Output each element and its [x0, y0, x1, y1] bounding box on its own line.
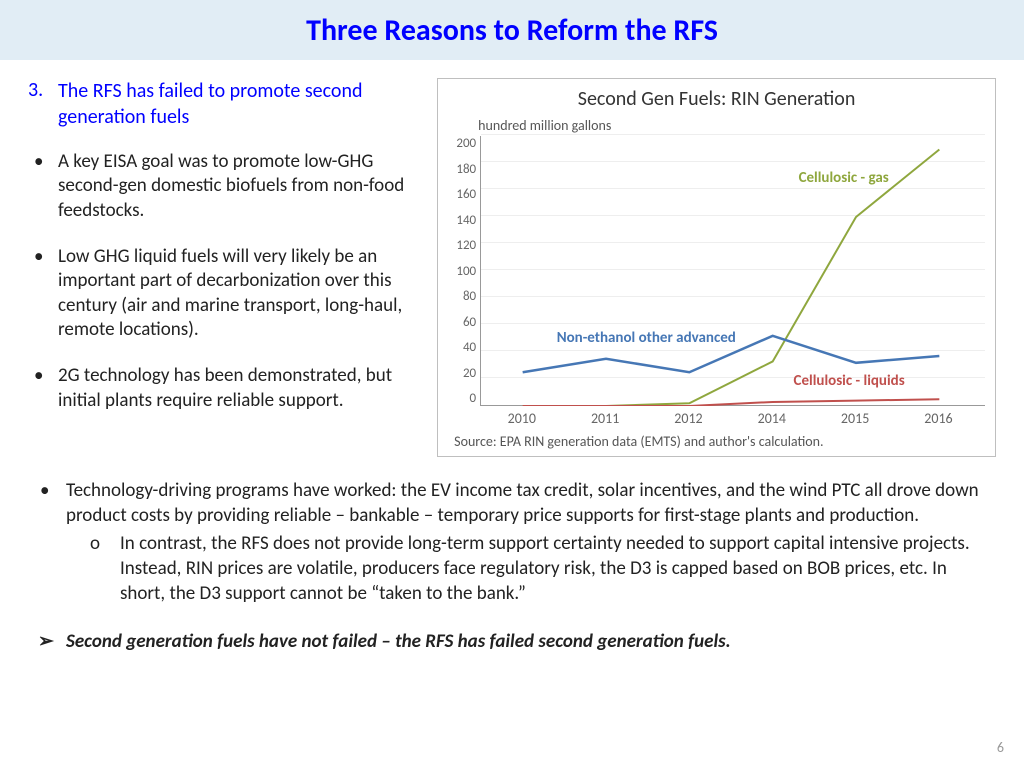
- sub-bullet-text: In contrast, the RFS does not provide lo…: [120, 532, 986, 606]
- bullet-marker: •: [28, 150, 58, 223]
- lower-bullet: • Technology-driving programs have worke…: [38, 479, 986, 528]
- conclusion-text: Second generation fuels have not failed …: [66, 630, 731, 653]
- left-column: 3. The RFS has failed to promote second …: [28, 78, 437, 457]
- chart-yaxis: 200180160140120100806040200: [448, 136, 480, 406]
- bullet-text: A key EISA goal was to promote low-GHG s…: [58, 150, 427, 223]
- chart-plot-row: 200180160140120100806040200 Cellulosic -…: [448, 136, 985, 406]
- chart-ylabel: hundred million gallons: [478, 117, 985, 134]
- chart-source: Source: EPA RIN generation data (EMTS) a…: [454, 433, 985, 450]
- list-item: •Low GHG liquid fuels will very likely b…: [28, 245, 427, 342]
- list-item: •2G technology has been demonstrated, bu…: [28, 364, 427, 413]
- arrow-icon: ➢: [38, 630, 66, 653]
- chart-container: Second Gen Fuels: RIN Generation hundred…: [437, 78, 996, 457]
- list-item: •A key EISA goal was to promote low-GHG …: [28, 150, 427, 223]
- left-bullet-list: •A key EISA goal was to promote low-GHG …: [28, 150, 427, 413]
- bullet-marker: •: [28, 364, 58, 413]
- sub-bullet-marker: o: [90, 532, 120, 606]
- heading-number: 3.: [28, 78, 58, 130]
- upper-section: 3. The RFS has failed to promote second …: [0, 60, 1024, 457]
- chart-xaxis: 201020112012201420152016: [480, 406, 980, 427]
- sub-bullet: o In contrast, the RFS does not provide …: [90, 532, 986, 606]
- conclusion: ➢ Second generation fuels have not faile…: [38, 630, 986, 653]
- heading-text: The RFS has failed to promote second gen…: [58, 78, 427, 130]
- bullet-text: 2G technology has been demonstrated, but…: [58, 364, 427, 413]
- page-title: Three Reasons to Reform the RFS: [306, 12, 718, 49]
- lower-bullet-text: Technology-driving programs have worked:…: [66, 479, 986, 528]
- chart-plot-area: Cellulosic - gasNon-ethanol other advanc…: [480, 136, 985, 406]
- title-bar: Three Reasons to Reform the RFS: [0, 0, 1024, 60]
- lower-section: • Technology-driving programs have worke…: [0, 457, 1024, 653]
- bullet-text: Low GHG liquid fuels will very likely be…: [58, 245, 427, 342]
- page-number: 6: [997, 739, 1004, 756]
- section-heading: 3. The RFS has failed to promote second …: [28, 78, 427, 130]
- chart-title: Second Gen Fuels: RIN Generation: [448, 87, 985, 111]
- bullet-marker: •: [38, 479, 66, 528]
- bullet-marker: •: [28, 245, 58, 342]
